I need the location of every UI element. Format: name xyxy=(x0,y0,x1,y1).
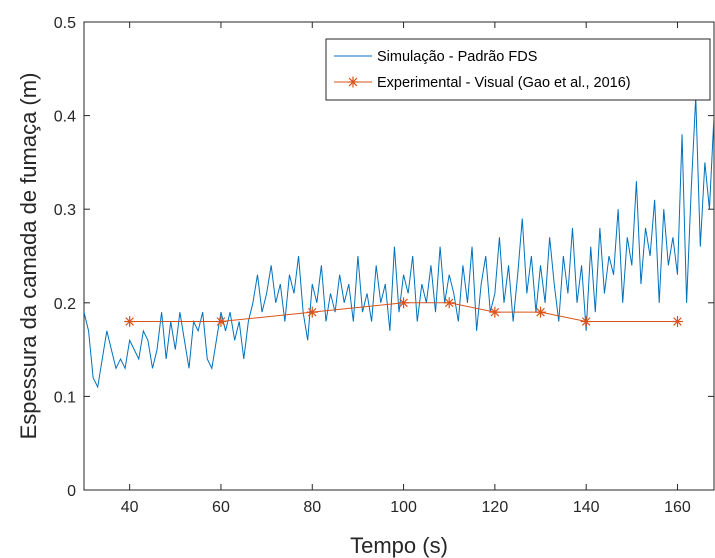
x-tick-label: 160 xyxy=(664,499,691,516)
ticks-layer: 40 60 80 100 120 140 160 0 0.1 0.2 0.3 0.4 0.5 xyxy=(54,15,714,516)
legend-simulation-label: Simulação - Padrão FDS xyxy=(377,49,537,65)
legend-asterisk-marker xyxy=(347,76,359,88)
y-tick-label: 0.4 xyxy=(54,109,76,126)
y-tick-label: 0.5 xyxy=(54,15,76,32)
experimental-data-point xyxy=(580,316,592,328)
series-layer xyxy=(84,96,714,389)
y-axis-label: Espessura da camada de fumaça (m) xyxy=(16,73,41,440)
experimental-data-point xyxy=(489,306,501,318)
experimental-data-point xyxy=(671,316,683,328)
simulation-series-line xyxy=(84,96,714,389)
legend-experimental-marker xyxy=(347,76,359,88)
experimental-data-point xyxy=(535,306,547,318)
x-tick-label: 60 xyxy=(212,499,230,516)
experimental-data-point xyxy=(124,316,136,328)
y-tick-label: 0 xyxy=(67,483,76,500)
y-tick-label: 0.2 xyxy=(54,296,76,313)
experimental-data-point xyxy=(398,297,410,309)
experimental-data-point xyxy=(443,297,455,309)
x-tick-label: 120 xyxy=(482,499,509,516)
experimental-data-point xyxy=(215,316,227,328)
y-tick-label: 0.3 xyxy=(54,202,76,219)
x-axis-label: Tempo (s) xyxy=(350,533,448,558)
experimental-data-point xyxy=(306,306,318,318)
x-tick-label: 80 xyxy=(303,499,321,516)
y-tick-label: 0.1 xyxy=(54,389,76,406)
x-tick-label: 40 xyxy=(121,499,139,516)
legend-box xyxy=(325,38,711,101)
x-tick-label: 100 xyxy=(390,499,417,516)
x-tick-label: 140 xyxy=(573,499,600,516)
legend-experimental-label: Experimental - Visual (Gao et al., 2016) xyxy=(377,75,631,91)
legend: Simulação - Padrão FDS Experimental - Vi… xyxy=(325,38,711,101)
